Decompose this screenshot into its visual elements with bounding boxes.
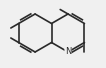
Text: N: N [65, 48, 71, 57]
